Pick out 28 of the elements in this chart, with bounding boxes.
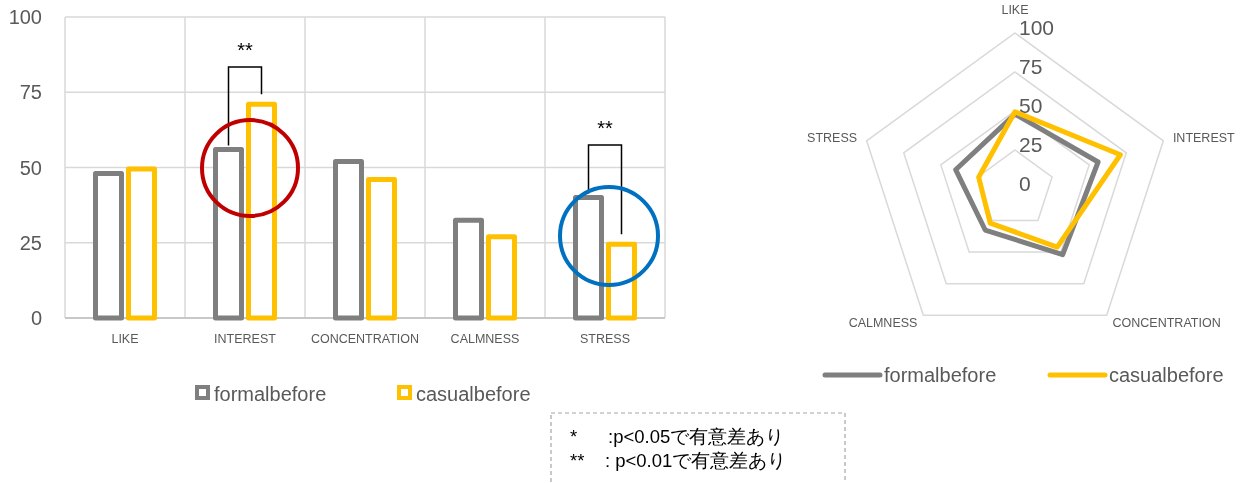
y-tick-label: 75 (19, 81, 42, 104)
spoke-label: STRESS (807, 131, 858, 146)
legend-label: casualbefore (1109, 364, 1224, 386)
legend-label: formalbefore (884, 364, 997, 386)
x-tick-label: STRESS (579, 332, 631, 346)
text: ** : p<0.01で有意差あり (570, 450, 787, 471)
spoke-label: INTEREST (1172, 131, 1236, 146)
y-tick-label: 0 (1019, 171, 1031, 195)
x-tick-label: CALMNESS (450, 332, 520, 346)
spoke-label: CONCENTRATION (1112, 316, 1221, 331)
y-tick-label: 100 (1019, 15, 1055, 39)
y-tick-label: 0 (30, 307, 42, 329)
y-tick-label: 25 (19, 231, 42, 254)
text: * :p<0.05で有意差あり (570, 426, 785, 447)
y-tick-label: 100 (8, 6, 42, 28)
annotation: ** (237, 39, 253, 61)
legend-label: formalbefore (214, 383, 327, 405)
y-tick-label: 25 (1019, 132, 1043, 156)
x-tick-label: CONCENTRATION (310, 332, 420, 346)
annotation: ** (597, 117, 613, 139)
y-tick-label: 50 (19, 156, 42, 179)
x-tick-label: LIKE (111, 332, 139, 346)
x-tick-label: INTEREST (214, 332, 277, 346)
y-tick-label: 50 (1019, 93, 1043, 117)
y-tick-label: 75 (1019, 54, 1043, 78)
legend-label: casualbefore (416, 383, 531, 405)
spoke-label: LIKE (1001, 3, 1029, 17)
spoke-label: CALMNESS (848, 316, 918, 331)
